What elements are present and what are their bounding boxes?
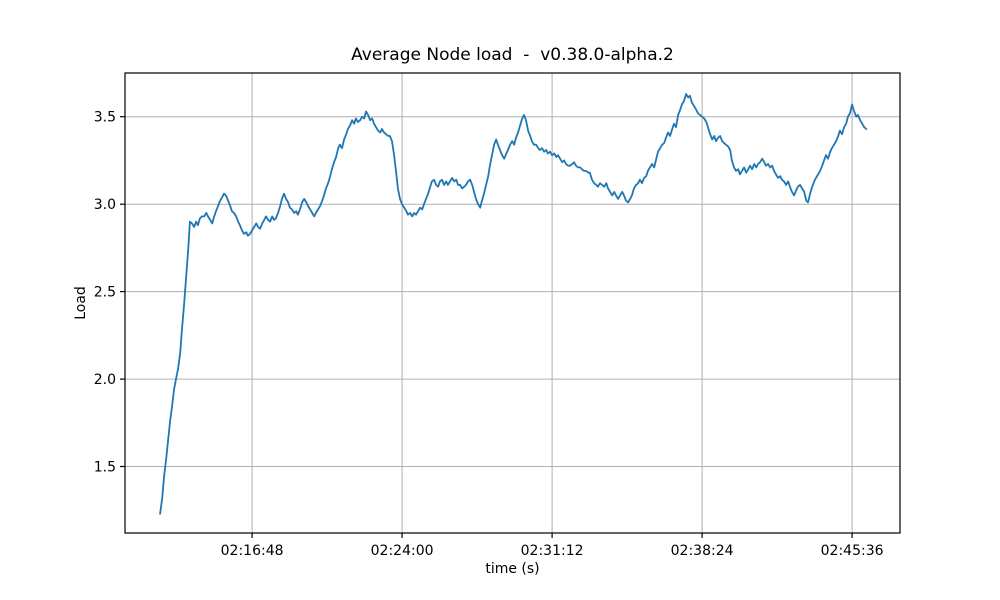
chart-title: Average Node load - v0.38.0-alpha.2 <box>351 45 674 65</box>
x-tick-label: 02:24:00 <box>371 543 434 559</box>
y-axis-label: Load <box>73 286 89 320</box>
x-tick-label: 02:31:12 <box>521 543 584 559</box>
axes-frame <box>124 72 901 534</box>
y-tick-label: 3.0 <box>94 197 116 213</box>
x-tick-label: 02:38:24 <box>671 543 734 559</box>
x-tick-label: 02:16:48 <box>221 543 284 559</box>
x-tick-label: 02:45:36 <box>821 543 884 559</box>
x-axis-label: time (s) <box>485 561 540 577</box>
y-tick-label: 2.5 <box>94 285 116 301</box>
y-tick-label: 3.5 <box>94 110 116 126</box>
y-tick-label: 1.5 <box>94 460 116 476</box>
load-line <box>159 93 868 515</box>
y-tick-label: 2.0 <box>94 372 116 388</box>
